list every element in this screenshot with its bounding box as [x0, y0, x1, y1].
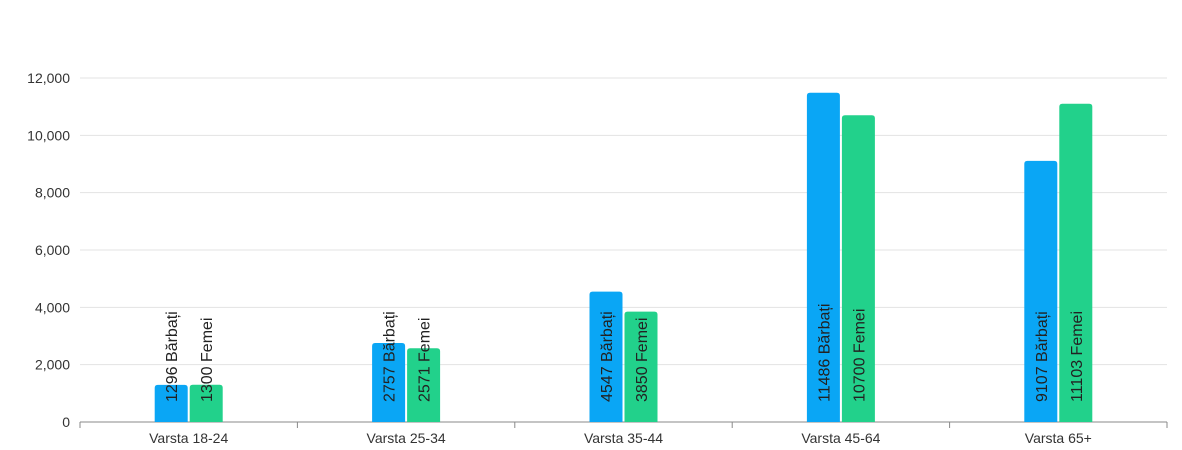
- bar-data-label: 9107 Bărbați: [1034, 311, 1051, 402]
- y-tick-label: 6,000: [35, 242, 70, 258]
- x-tick-label: Varsta 25-34: [367, 430, 446, 446]
- y-tick-label: 12,000: [27, 70, 70, 86]
- gridlines: [80, 77, 1167, 366]
- x-tick-label: Varsta 18-24: [149, 430, 228, 446]
- bar-data-label: 11486 Bărbați: [816, 304, 833, 402]
- y-tick-label: 8,000: [35, 185, 70, 201]
- bar-data-label: 3850 Femei: [634, 318, 651, 403]
- axes: 0 2,000 4,000 6,000 8,000 10,000 12,000 Varsta …: [27, 70, 1168, 446]
- y-tick-label: 10,000: [27, 127, 70, 143]
- y-tick-label: 4,000: [35, 299, 70, 315]
- bar-data-label: 1296 Bărbați: [164, 311, 181, 402]
- data-labels: 1296 Bărbați 1300 Femei 2757 Bărbați 2571 F…: [164, 304, 1086, 402]
- bar-data-label: 1300 Femei: [199, 318, 216, 403]
- bar-series-1: [589, 291, 623, 422]
- bar-series-2: [624, 311, 658, 422]
- bar-series-2: [1059, 103, 1093, 423]
- bar-series-1: [154, 384, 188, 422]
- bar-series-2: [407, 348, 441, 422]
- x-tick-label: Varsta 65+: [1025, 430, 1092, 446]
- bar-data-label: 2757 Bărbați: [382, 311, 399, 402]
- bar-data-label: 10700 Femei: [851, 309, 868, 402]
- bar-data-label: 4547 Bărbați: [599, 311, 616, 402]
- bar-series-2: [189, 384, 223, 422]
- bar-series-1: [1024, 160, 1058, 422]
- bar-series-1: [372, 342, 406, 422]
- bar-data-label: 11103 Femei: [1069, 311, 1086, 402]
- x-tick-label: Varsta 35-44: [584, 430, 663, 446]
- x-tick-label: Varsta 45-64: [801, 430, 880, 446]
- bar-data-label: 2571 Femei: [417, 318, 434, 402]
- bar-series-2: [841, 115, 875, 423]
- y-tick-label: 2,000: [35, 357, 70, 373]
- y-tick-label: 0: [62, 414, 70, 430]
- bars: [154, 92, 1093, 423]
- bar-series-1: [806, 92, 840, 422]
